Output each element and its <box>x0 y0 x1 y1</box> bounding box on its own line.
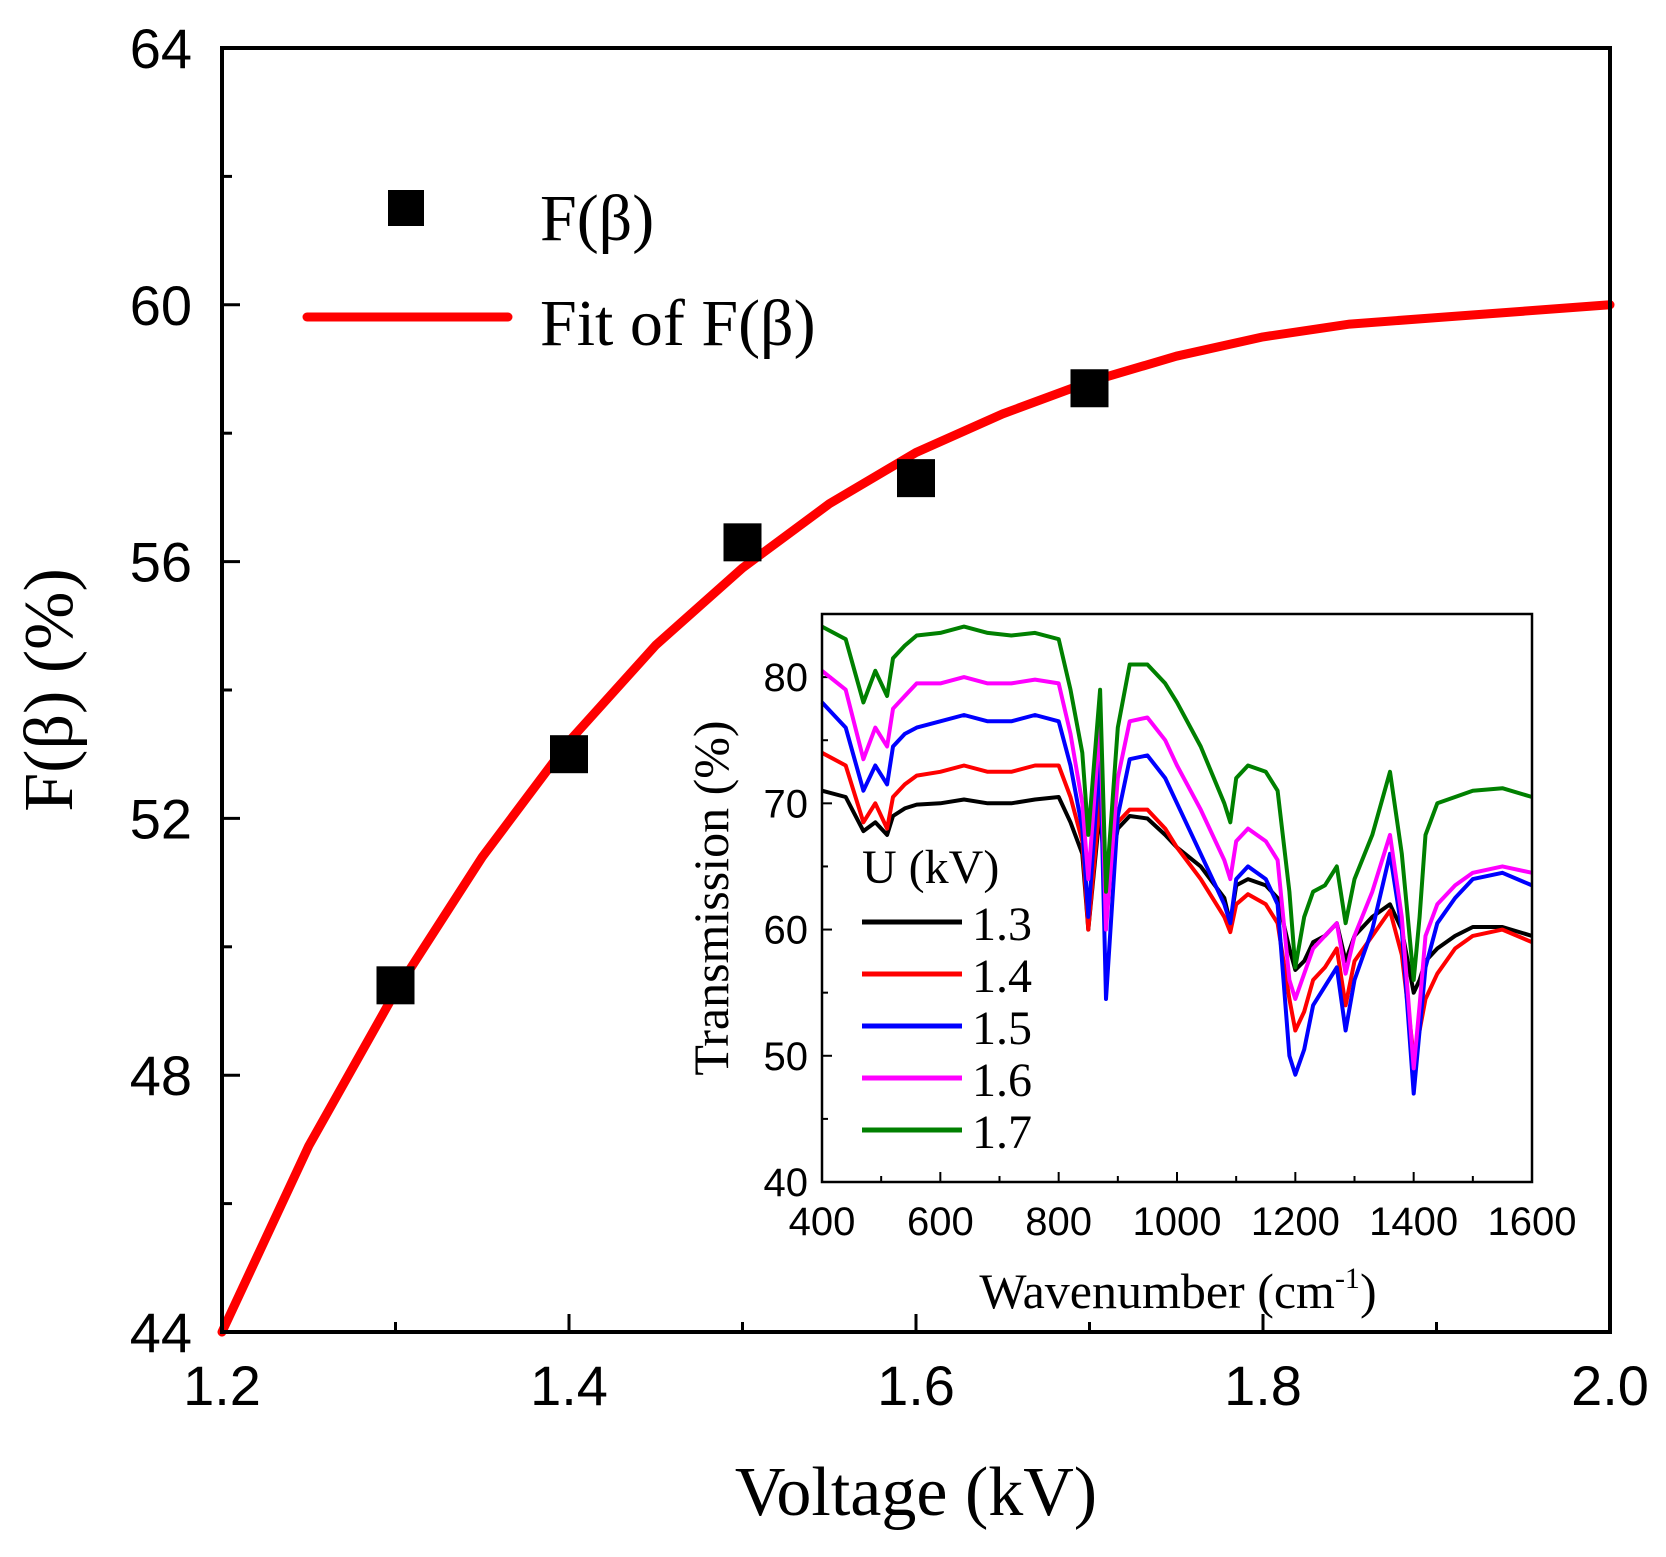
main-points-layer <box>376 369 1109 1005</box>
inset-series-line-1.6 <box>820 669 1533 1071</box>
legend-marker-square <box>388 190 424 226</box>
inset-x-tick-label: 1000 <box>1133 1200 1222 1244</box>
main-y-tick-label: 48 <box>130 1044 192 1107</box>
main-x-tick-label: 1.2 <box>183 1354 261 1417</box>
scatter-point <box>897 459 935 498</box>
inset-x-tick-label: 1600 <box>1488 1200 1577 1244</box>
inset-x-label-main: Wavenumber (cm <box>979 1263 1335 1319</box>
inset-y-tick-label: 60 <box>764 909 809 953</box>
scatter-point <box>550 735 588 774</box>
inset-x-label-close: ) <box>1360 1263 1377 1319</box>
fit-curve <box>217 300 1615 1337</box>
inset-x-tick-label: 800 <box>1025 1200 1092 1244</box>
main-y-axis-label: F(β) (%) <box>11 568 88 812</box>
inset-x-axis-label: Wavenumber (cm-1) <box>979 1262 1376 1319</box>
inset-legend-label: 1.7 <box>972 1106 1032 1159</box>
inset-chart: 400 600 800 1000 1200 1400 1600 40 50 60 70 80 Wave… <box>683 612 1577 1319</box>
main-y-tick-label: 44 <box>130 1301 192 1364</box>
main-x-tick-label: 1.6 <box>877 1354 955 1417</box>
main-x-tick-label: 1.4 <box>530 1354 608 1417</box>
inset-legend-label: 1.3 <box>972 898 1032 951</box>
main-x-axis-label: Voltage (kV) <box>735 1454 1097 1531</box>
main-x-tick-label: 1.8 <box>1224 1354 1302 1417</box>
inset-legend-label: 1.4 <box>972 950 1032 1003</box>
inset-y-tick-label: 70 <box>764 782 809 826</box>
inset-x-tick-label: 1200 <box>1251 1200 1340 1244</box>
inset-x-tick-label: 400 <box>789 1200 856 1244</box>
inset-y-tick-label: 50 <box>764 1035 809 1079</box>
main-x-tick-label: 2.0 <box>1571 1354 1649 1417</box>
scatter-point <box>1070 369 1109 408</box>
inset-y-tick-label: 40 <box>764 1161 809 1205</box>
inset-x-label-superscript: -1 <box>1335 1262 1360 1295</box>
inset-tick-labels: 400 600 800 1000 1200 1400 1600 40 50 60 70 80 <box>764 656 1577 1244</box>
main-y-tick-label: 56 <box>130 531 192 594</box>
scatter-point <box>723 523 762 562</box>
inset-plot-frame <box>820 612 1534 1184</box>
inset-y-tick-label: 80 <box>764 656 809 700</box>
inset-legend-title: U (kV) <box>862 841 999 894</box>
main-legend: F(β) Fit of F(β) <box>302 182 816 360</box>
main-y-tick-label: 52 <box>130 787 192 850</box>
legend-label-f-beta: F(β) <box>540 182 654 255</box>
scatter-point <box>376 966 415 1005</box>
main-plot-frame <box>220 46 1612 1334</box>
inset-series-line-1.4 <box>821 751 1533 1058</box>
inset-legend-label: 1.6 <box>972 1054 1032 1107</box>
inset-legend-label: 1.5 <box>972 1002 1032 1055</box>
main-y-tick-label: 60 <box>130 274 192 337</box>
main-fit-layer <box>217 300 1615 1337</box>
inset-x-tick-label: 1400 <box>1369 1200 1458 1244</box>
main-y-tick-label: 64 <box>130 17 192 80</box>
inset-legend: U (kV) 1.31.41.51.61.7 <box>862 841 1032 1159</box>
main-tick-labels: 1.2 1.4 1.6 1.8 2.0 44 48 52 56 60 64 <box>130 17 1649 1417</box>
inset-series-line-1.7 <box>821 624 1533 982</box>
legend-label-fit: Fit of F(β) <box>540 287 816 360</box>
inset-lines-layer <box>820 624 1533 1096</box>
inset-y-axis-label: Transmission (%) <box>683 720 739 1075</box>
inset-x-tick-label: 600 <box>907 1200 974 1244</box>
